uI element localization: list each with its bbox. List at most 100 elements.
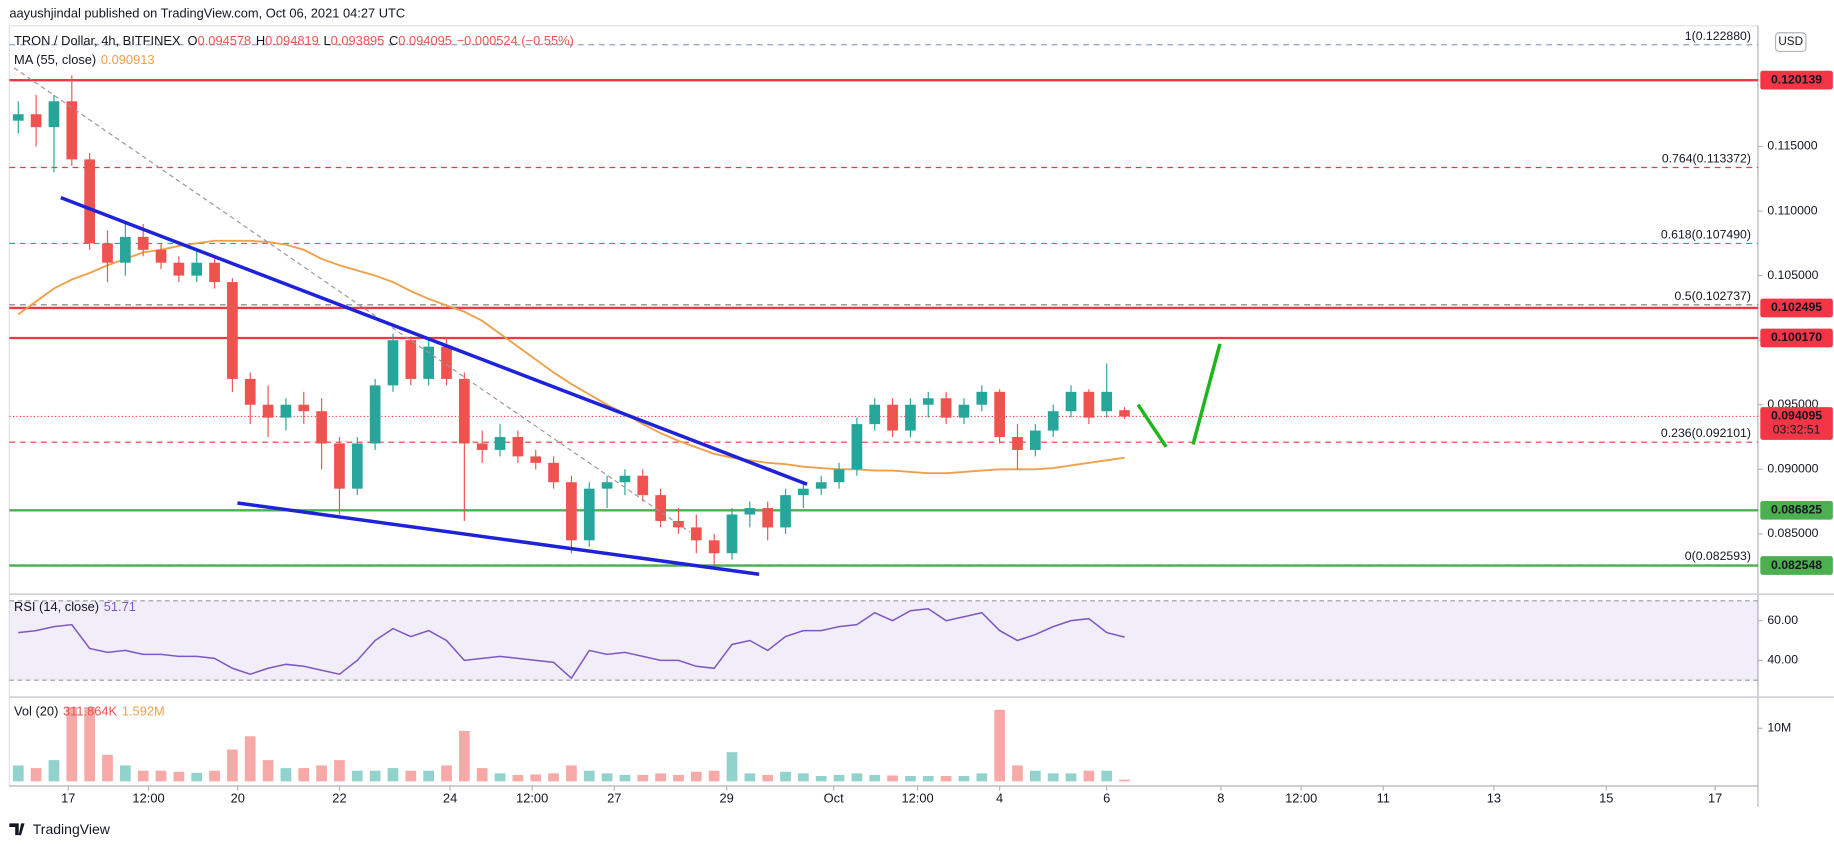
candle-body [1012,437,1023,450]
ohlc-value: 0.094819 [265,33,319,48]
x-tick-label: 4 [996,790,1003,805]
x-tick-label: 13 [1487,790,1501,805]
x-tick-label: 17 [1708,790,1722,805]
candle-body [940,398,952,418]
candle-body [1119,410,1130,417]
candle-body [12,114,24,121]
volume-bar [619,774,631,782]
change: −0.000524 (−0.55%) [457,33,574,48]
symbol-title: TRON / Dollar, 4h, BITFINEX [14,33,181,48]
countdown: 03:32:51 [1773,423,1821,437]
price-marker [1760,70,1833,90]
candle-body [815,482,827,489]
volume-bar [958,776,970,782]
x-tick-label: 12:00 [516,790,548,805]
ohlc-label: L [324,33,331,48]
candle-body [84,159,96,244]
volume-bar [423,770,435,782]
ma-value: 0.090913 [101,52,155,67]
volume-bar [369,770,381,782]
volume-bar [940,776,952,782]
drawings [13,67,1222,577]
ohlc-label: O [188,33,198,48]
y-tick-label: 10M [1767,721,1791,735]
candle-body [619,475,631,483]
volume-bar [1119,779,1130,782]
volume-bar [1101,770,1113,782]
volume-bar [530,774,542,782]
y-tick-label: 0.090000 [1767,462,1818,476]
candle-body [655,495,666,521]
volume-bar [441,765,452,782]
volume-bar [262,760,274,782]
candle-body [459,378,470,444]
candle-body [441,346,452,379]
candle-body [1065,391,1077,412]
candle-body [1083,391,1095,418]
x-tick-label: 12:00 [1285,790,1317,805]
ma-name: MA (55, close) [14,52,96,67]
x-tick-label: 17 [61,790,75,805]
candle-body [1101,391,1113,412]
volume-bar [1012,765,1023,782]
legend: Vol (20) 311.864K 1.592M [14,704,165,719]
candle-body [762,508,774,528]
volume-bar [905,776,916,782]
candle-body [405,340,417,379]
rsi-title: RSI (14, close) [14,600,99,615]
volume-bar [815,776,827,782]
volume-bar [922,776,934,782]
x-tick-label: 29 [719,790,733,805]
x-tick-label: 27 [607,790,621,805]
candle-body [798,488,809,496]
ohlc-value: 0.094578 [198,33,252,48]
volume-bar [583,770,595,782]
volume-bar [494,773,506,782]
x-tick-label: 24 [443,790,457,805]
volume-bar [1029,770,1041,782]
volume-bar [173,771,185,782]
candle-body [102,243,113,263]
volume-bar [84,707,96,782]
x-tick-label: 15 [1599,790,1613,805]
candle-body [976,391,988,405]
fib-label: 0.618(0.107490) [1661,228,1751,242]
volume-bar [227,749,238,782]
volume-bar [102,754,113,782]
y-tick-label: 60.00 [1767,613,1798,627]
candle-body [905,404,916,431]
volume-bar [119,765,131,782]
candle-body [262,404,274,418]
candle-body [30,114,42,128]
candle-body [173,262,185,276]
volume-bar [476,768,488,782]
rsi-value: 51.71 [104,600,136,615]
volume-bar [191,772,203,782]
candle-body [209,262,220,283]
price-marker [1760,407,1833,440]
x-tick-label: 22 [332,790,346,805]
volume-bar [548,773,559,782]
candle-body [423,346,435,379]
candle-body [601,482,613,489]
volume-bar [209,770,220,782]
volume-bar [673,774,684,782]
candle-body [869,404,881,425]
volume-bar [405,770,417,782]
volume-bar [851,773,863,782]
volume-bar [708,770,720,782]
candle-body [851,424,863,470]
ohlc-value: 0.094095 [398,33,452,48]
candle-body [137,236,149,250]
candle-body [708,540,720,554]
volume-bar [298,768,310,782]
candle-body [369,385,381,444]
volume-bar [637,774,649,782]
trend-line-lower [237,501,760,577]
price-marker [1760,556,1833,575]
candle-body [833,469,845,483]
price-marker [1760,298,1833,318]
y-tick-label: 0.110000 [1767,203,1817,217]
candle-body [1029,430,1041,450]
